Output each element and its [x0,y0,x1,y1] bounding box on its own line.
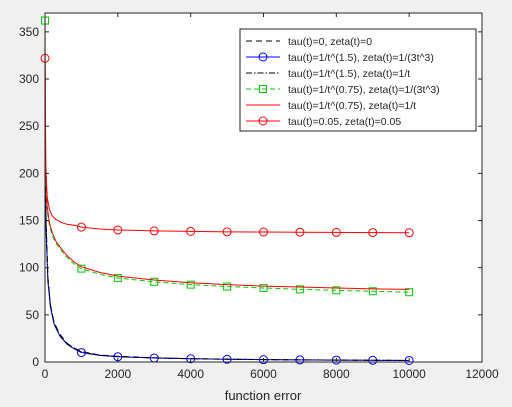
legend-label: tau(t)=1/t^(1.5), zeta(t)=1/t [288,68,410,80]
data-point-marker [222,227,232,237]
y-tick-label: 200 [19,166,39,180]
x-tick-label: 4000 [177,367,204,381]
data-point-marker [186,226,196,236]
data-point-marker [405,288,414,297]
data-point-marker [223,282,232,291]
legend-entry: tau(t)=1/t^(0.75), zeta(t)=1/t [246,100,416,112]
series-line [44,163,410,361]
data-point-marker [149,226,159,236]
legend-entry: tau(t)=1/t^(0.75), zeta(t)=1/(3t^3) [246,84,440,96]
x-tick-label: 10000 [392,367,426,381]
data-point-marker [77,264,86,273]
data-point-marker [113,225,123,235]
x-axis-label: function error [225,388,302,403]
legend-marker-sample [258,116,268,126]
data-point-marker [113,274,122,283]
data-point-marker [259,355,268,365]
y-tick-label: 300 [19,72,39,86]
series-5 [44,20,410,290]
x-tick-label: 6000 [250,367,277,381]
series-line [44,20,410,290]
legend: tau(t)=0, zeta(t)=0 tau(t)=1/t^(1.5), zet… [239,28,477,132]
legend-label: tau(t)=1/t^(0.75), zeta(t)=1/t [288,100,416,112]
y-tick-label: 100 [19,261,39,275]
y-tick-label: 0 [32,355,39,369]
y-tick-label: 250 [19,119,39,133]
legend-entry: tau(t)=0.05, zeta(t)=0.05 [246,116,401,128]
x-tick-label: 2000 [104,367,131,381]
data-point-marker [186,280,195,289]
y-tick-label: 150 [19,214,39,228]
legend-entry: tau(t)=1/t^(1.5), zeta(t)=1/t [246,68,410,80]
data-point-marker [368,287,377,296]
legend-box [239,28,477,132]
series-3 [44,163,410,361]
data-point-marker [259,283,268,292]
data-point-marker [368,228,378,238]
x-tick-label: 8000 [323,367,350,381]
data-point-marker [331,227,341,237]
legend-label: tau(t)=0, zeta(t)=0 [288,36,372,48]
x-tick-label: 0 [42,367,49,381]
data-point-marker [76,222,86,232]
legend-entries: tau(t)=0, zeta(t)=0 tau(t)=1/t^(1.5), zet… [246,36,440,128]
tick-layer: 0 2000 4000 6000 8000 10000 12000 0 50 100 150 200 2… [19,13,499,381]
data-point-marker [295,227,305,237]
y-tick-label: 50 [26,308,40,322]
series-line [44,58,410,234]
legend-marker-sample [258,52,268,62]
series-line [44,20,410,293]
x-tick-label: 12000 [465,367,499,381]
data-point-marker [150,277,159,286]
legend-label: tau(t)=0.05, zeta(t)=0.05 [288,116,401,128]
legend-entry: tau(t)=0, zeta(t)=0 [246,36,372,48]
data-point-marker [404,228,414,238]
y-tick-label: 350 [19,25,39,39]
legend-entry: tau(t)=1/t^(1.5), zeta(t)=1/(3t^3) [246,52,434,64]
data-point-marker [404,355,414,365]
legend-label: tau(t)=1/t^(0.75), zeta(t)=1/(3t^3) [288,84,440,96]
data-point-marker [259,227,268,237]
series-6 [40,53,414,238]
data-point-marker [295,285,304,294]
legend-label: tau(t)=1/t^(1.5), zeta(t)=1/(3t^3) [288,52,434,64]
data-point-marker [332,286,341,295]
legend-marker-sample [259,85,267,93]
